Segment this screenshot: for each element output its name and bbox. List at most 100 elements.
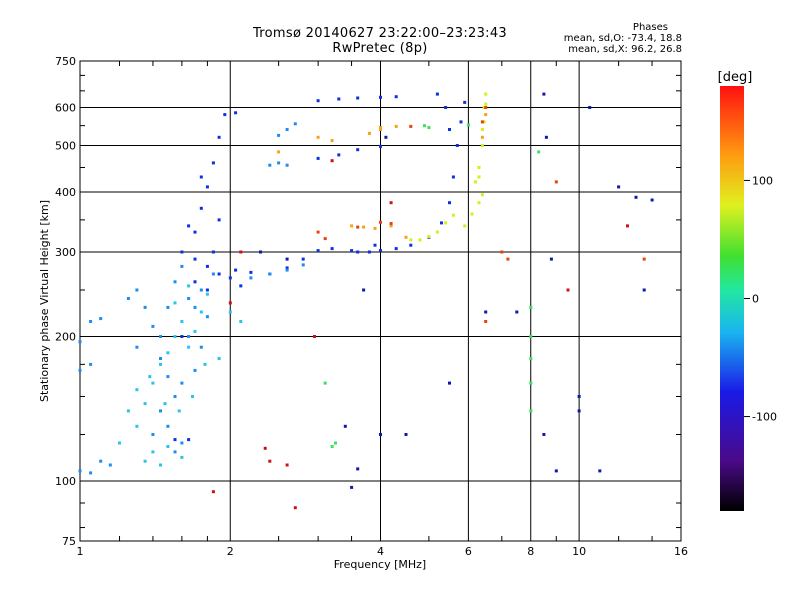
data-point xyxy=(373,226,377,230)
data-point xyxy=(234,111,238,115)
data-point xyxy=(463,224,467,228)
data-point xyxy=(440,221,443,225)
data-point xyxy=(217,135,221,139)
data-point xyxy=(549,257,553,261)
data-point xyxy=(301,263,305,267)
data-point xyxy=(239,284,243,288)
data-point xyxy=(285,128,289,131)
data-point xyxy=(199,345,203,349)
data-point xyxy=(444,106,448,109)
data-point xyxy=(435,92,439,96)
data-point xyxy=(477,166,481,169)
data-point xyxy=(480,120,484,124)
y-tick-label: 75 xyxy=(62,535,76,548)
data-point xyxy=(203,362,207,366)
data-point xyxy=(126,297,130,300)
data-point xyxy=(384,135,388,139)
data-point xyxy=(193,230,197,234)
data-point xyxy=(180,320,184,323)
data-point xyxy=(78,469,82,473)
data-point xyxy=(455,144,459,147)
data-point xyxy=(285,257,289,261)
y-tick-label: 500 xyxy=(55,140,76,153)
data-point xyxy=(187,335,191,338)
data-point xyxy=(135,424,139,428)
x-tick-label: 8 xyxy=(527,545,534,558)
data-point xyxy=(394,247,398,251)
data-point xyxy=(463,100,467,104)
data-point xyxy=(180,455,184,459)
data-point xyxy=(389,222,393,225)
colorbar-tick-label: -100 xyxy=(752,411,777,424)
data-point xyxy=(313,335,316,338)
data-point xyxy=(337,97,341,101)
data-point xyxy=(199,288,203,292)
y-tick-label: 600 xyxy=(55,102,76,115)
data-point xyxy=(217,357,221,360)
data-point xyxy=(180,264,184,268)
x-axis-label: Frequency [MHz] xyxy=(334,558,426,571)
data-point xyxy=(409,124,413,128)
data-point xyxy=(394,95,398,99)
data-point xyxy=(143,305,147,309)
data-point xyxy=(180,250,184,254)
data-point xyxy=(427,235,431,239)
data-point xyxy=(166,424,170,428)
data-point xyxy=(480,135,484,139)
data-point xyxy=(506,257,510,261)
x-tick-label: 1 xyxy=(77,545,84,558)
data-point xyxy=(173,395,177,398)
phase-stats-o-mode: mean, sd,O: -73.4, 18.8 xyxy=(563,33,682,44)
data-point xyxy=(163,402,167,406)
phase-stats-x-mode: mean, sd,X: 96.2, 26.8 xyxy=(568,44,682,55)
data-point xyxy=(394,124,398,128)
data-point xyxy=(477,201,481,205)
data-point xyxy=(334,441,337,445)
data-point xyxy=(173,438,177,442)
data-point xyxy=(193,329,197,333)
data-point xyxy=(379,220,382,224)
data-point xyxy=(484,102,488,106)
data-point xyxy=(99,317,103,321)
data-point xyxy=(205,185,209,189)
data-point xyxy=(228,310,232,314)
data-point xyxy=(435,230,439,234)
data-point xyxy=(187,297,191,300)
data-point xyxy=(330,159,334,163)
data-point xyxy=(356,225,360,229)
data-point xyxy=(135,288,139,292)
data-point xyxy=(316,249,320,253)
data-point xyxy=(451,175,455,179)
data-point xyxy=(448,381,451,385)
data-point xyxy=(135,345,139,349)
data-point xyxy=(529,381,533,385)
data-point xyxy=(316,230,320,234)
data-point xyxy=(193,280,197,284)
data-point xyxy=(343,424,347,428)
data-point xyxy=(484,113,488,117)
data-point xyxy=(480,193,484,197)
data-point xyxy=(193,368,197,372)
data-point xyxy=(367,131,371,135)
data-point xyxy=(529,335,533,338)
x-tick-label: 2 xyxy=(227,545,234,558)
data-point xyxy=(316,99,320,103)
data-point xyxy=(448,128,451,131)
data-point xyxy=(89,471,93,475)
data-point xyxy=(588,106,592,109)
data-point xyxy=(301,257,305,261)
data-point xyxy=(180,441,184,445)
data-point xyxy=(617,185,621,189)
data-point xyxy=(199,175,203,179)
data-point xyxy=(323,237,327,241)
data-point xyxy=(228,276,232,280)
y-tick-label: 200 xyxy=(55,331,76,344)
data-point xyxy=(187,438,191,442)
data-point xyxy=(451,213,455,217)
data-point xyxy=(529,305,533,309)
colorbar-label: [deg] xyxy=(718,70,753,85)
data-point xyxy=(409,243,413,247)
data-point xyxy=(211,272,215,276)
